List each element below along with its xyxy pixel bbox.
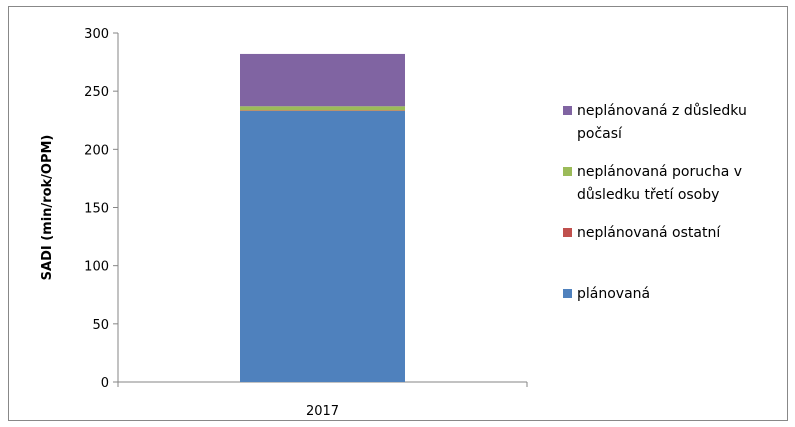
y-tick-label: 50 bbox=[92, 318, 109, 333]
legend-swatch bbox=[563, 106, 572, 115]
bar-segment bbox=[240, 53, 405, 107]
bar-segment bbox=[240, 110, 405, 383]
legend-label: plánovaná bbox=[577, 286, 650, 302]
legend-label: neplánovaná porucha v bbox=[577, 164, 742, 180]
bars bbox=[240, 53, 405, 383]
legend-label: počasí bbox=[577, 126, 623, 142]
x-axis: 2017 bbox=[117, 381, 528, 419]
legend: neplánovaná z důsledkupočasíneplánovaná … bbox=[563, 103, 747, 302]
legend-swatch bbox=[563, 228, 572, 237]
legend-swatch bbox=[563, 167, 572, 176]
stacked-bar-chart: 0 50 100 150 200 250 300 2017 neplánovaná z dů… bbox=[40, 27, 747, 419]
y-axis: 0 50 100 150 200 250 300 bbox=[84, 27, 119, 391]
legend-item: neplánovaná z důsledku počasí bbox=[563, 103, 747, 142]
legend-item: neplánovaná porucha v důsledku třetí osob… bbox=[563, 164, 742, 203]
y-tick-label: 0 bbox=[101, 376, 109, 391]
legend-label: neplánovaná z důsledku bbox=[577, 103, 747, 119]
legend-label: důsledku třetí osoby bbox=[577, 187, 719, 203]
bar-segment bbox=[240, 106, 405, 111]
y-tick-label: 100 bbox=[84, 260, 109, 275]
y-tick-label: 300 bbox=[84, 27, 109, 42]
y-axis-title: SADI (min/rok/OPM) bbox=[40, 135, 55, 281]
chart-frame: 0 50 100 150 200 250 300 2017 neplánovaná z dů… bbox=[8, 6, 788, 421]
y-tick-label: 150 bbox=[84, 202, 109, 217]
x-tick-label: 2017 bbox=[306, 404, 339, 419]
bar-segment bbox=[240, 110, 405, 111]
y-tick-label: 250 bbox=[84, 85, 109, 100]
legend-item: plánovaná bbox=[563, 286, 650, 302]
y-tick-label: 200 bbox=[84, 143, 109, 158]
legend-label: neplánovaná ostatní bbox=[577, 225, 721, 241]
legend-swatch bbox=[563, 289, 572, 298]
legend-item: neplánovaná ostatní bbox=[563, 225, 721, 241]
